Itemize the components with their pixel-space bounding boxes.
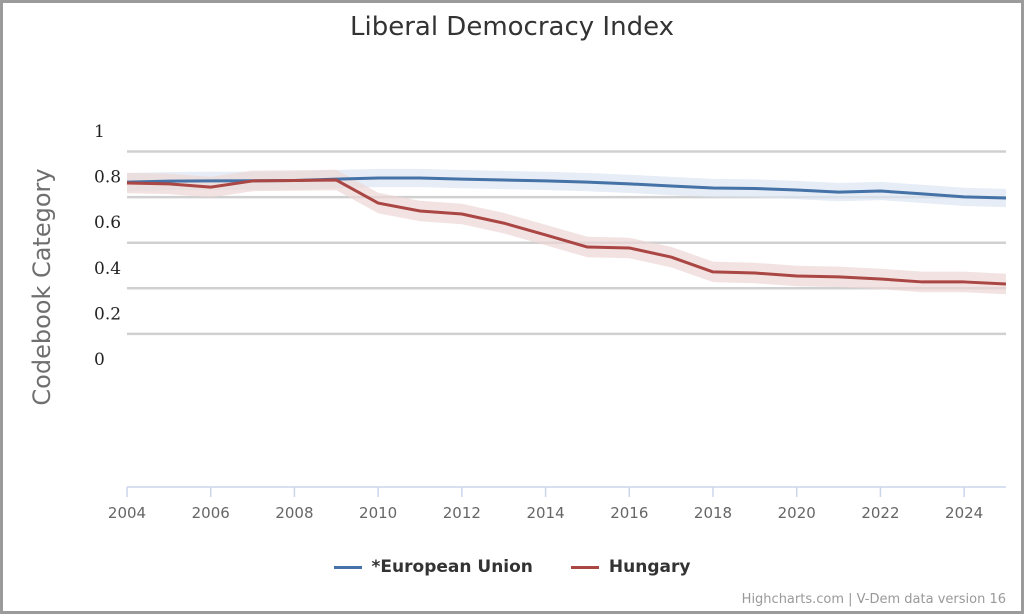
y-tick-label: 0 — [94, 350, 105, 370]
confidence-bands — [127, 168, 1006, 295]
x-tick-label: 2020 — [778, 504, 816, 522]
legend-swatch-european-union — [333, 565, 362, 569]
y-tick-label: 0.4 — [94, 259, 121, 279]
legend: *European Union Hungary — [0, 557, 1024, 577]
x-tick-label: 2006 — [192, 504, 230, 522]
series-lines — [126, 176, 1007, 286]
y-tick-label: 0.6 — [94, 213, 121, 233]
y-tick-label: 1 — [94, 122, 105, 142]
y-tick-label: 0.8 — [94, 168, 121, 188]
y-axis-labels: 1 0.8 0.6 0.4 0.2 0 — [94, 122, 121, 370]
x-tick-label: 2008 — [275, 504, 313, 522]
series-line-hungary — [126, 178, 1007, 286]
legend-item-european-union[interactable]: *European Union — [333, 557, 533, 577]
confidence-band-hungary — [127, 169, 1006, 295]
x-tick-label: 2014 — [526, 504, 564, 522]
x-tick-label: 2024 — [945, 504, 983, 522]
legend-label: Hungary — [608, 557, 691, 577]
x-tick-label: 2018 — [694, 504, 732, 522]
x-tick-label: 2016 — [610, 504, 648, 522]
x-axis: 2004 2006 2008 2010 2012 2014 2016 2018 2020 2022… — [108, 486, 1006, 522]
x-tick-label: 2010 — [359, 504, 397, 522]
legend-label: *European Union — [371, 557, 533, 577]
legend-swatch-hungary — [570, 565, 599, 569]
y-tick-label: 0.2 — [94, 304, 121, 324]
x-tick-label: 2004 — [108, 504, 146, 522]
legend-item-hungary[interactable]: Hungary — [570, 557, 691, 577]
x-tick-label: 2012 — [443, 504, 481, 522]
credits-link[interactable]: Highcharts.com | V-Dem data version 16 — [741, 592, 1006, 607]
x-tick-label: 2022 — [861, 504, 899, 522]
chart-title: Liberal Democracy Index — [349, 12, 674, 42]
